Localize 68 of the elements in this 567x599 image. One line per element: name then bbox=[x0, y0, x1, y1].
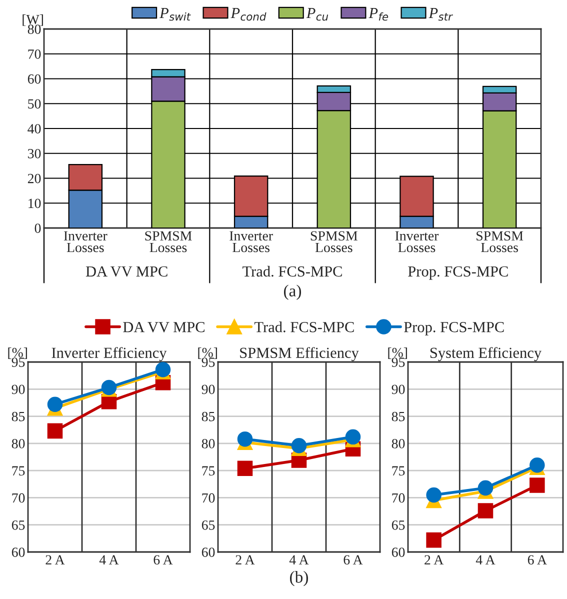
y-tick-label: 90 bbox=[392, 384, 405, 394]
x-tick-label: 4 A bbox=[476, 555, 496, 564]
y-tick-label: 70 bbox=[12, 493, 25, 503]
y-tick-label: 60 bbox=[28, 74, 41, 84]
y-tick-label: 85 bbox=[392, 412, 405, 422]
x-tick-label: SPMSM Losses bbox=[476, 231, 524, 252]
chart-title: System Efficiency bbox=[430, 347, 542, 362]
y-axis-title: [%] bbox=[388, 348, 407, 359]
x-tick-label: 4 A bbox=[289, 555, 309, 564]
y-axis-title: [%] bbox=[198, 348, 217, 359]
x-tick-label: SPMSM Losses bbox=[310, 231, 358, 252]
y-tick-label: 80 bbox=[12, 439, 25, 448]
x-tick-label: Inverter Losses bbox=[64, 231, 108, 252]
x-tick-label: Inverter Losses bbox=[395, 231, 439, 252]
y-tick-label: 80 bbox=[28, 24, 41, 34]
y-tick-label: 95 bbox=[12, 358, 25, 367]
y-tick-label: 70 bbox=[392, 493, 405, 503]
y-tick-label: 95 bbox=[392, 358, 405, 367]
y-tick-label: 75 bbox=[392, 466, 405, 476]
y-tick-label: 10 bbox=[28, 198, 41, 208]
y-tick-label: 0 bbox=[34, 224, 41, 233]
y-tick-label: 60 bbox=[12, 548, 25, 557]
y-tick-label: 80 bbox=[202, 439, 215, 448]
y-tick-label: 90 bbox=[202, 384, 215, 394]
y-tick-label: 40 bbox=[28, 124, 41, 134]
x-tick-label: 4 A bbox=[99, 555, 119, 564]
y-tick-label: 65 bbox=[202, 520, 215, 530]
x-tick-label: 6 A bbox=[528, 555, 547, 565]
y-tick-label: 85 bbox=[12, 412, 25, 422]
legend-label: Prop. FCS-MPC bbox=[404, 322, 504, 336]
x-tick-label: Inverter Losses bbox=[230, 231, 273, 252]
y-tick-label: 50 bbox=[28, 99, 41, 109]
y-tick-label: 95 bbox=[202, 358, 215, 367]
y-tick-label: 85 bbox=[202, 412, 215, 422]
x-tick-label: 6 A bbox=[344, 555, 363, 565]
x-tick-label: 2 A bbox=[46, 555, 65, 564]
y-tick-label: 75 bbox=[12, 466, 25, 476]
x-tick-label: 2 A bbox=[236, 555, 255, 564]
x-tick-label: 6 A bbox=[154, 555, 173, 565]
y-tick-label: 90 bbox=[12, 384, 25, 394]
text: DA VV MPC bbox=[86, 266, 168, 277]
y-tick-label: 30 bbox=[28, 148, 41, 158]
x-tick-label: 2 A bbox=[424, 555, 444, 564]
legend-label: P$_{cu}$ bbox=[306, 8, 328, 21]
y-tick-label: 70 bbox=[28, 49, 41, 59]
y-tick-label: 80 bbox=[392, 439, 405, 448]
text: (a) bbox=[284, 284, 302, 300]
chart-title: Inverter Efficiency bbox=[52, 347, 167, 362]
legend-label: P$_{fe}$ bbox=[368, 8, 388, 21]
x-tick-label: SPMSM Losses bbox=[145, 231, 192, 252]
y-tick-label: 20 bbox=[28, 174, 41, 184]
chart-title: SPMSM Efficiency bbox=[240, 347, 359, 362]
y-axis-title: [%] bbox=[8, 348, 27, 359]
text: (b) bbox=[290, 571, 308, 586]
y-tick-label: 75 bbox=[202, 466, 215, 476]
text: Prop. FCS-MPC bbox=[408, 266, 508, 280]
y-tick-label: 65 bbox=[392, 520, 405, 530]
y-tick-label: 65 bbox=[12, 520, 25, 530]
legend-label: P$_{cond}$ bbox=[230, 8, 266, 21]
y-tick-label: 70 bbox=[202, 493, 215, 503]
legend-label: Trad. FCS-MPC bbox=[254, 322, 354, 332]
text: Trad. FCS-MPC bbox=[242, 266, 342, 277]
y-tick-label: 60 bbox=[202, 548, 215, 557]
legend-label: P$_{str}$ bbox=[428, 8, 453, 21]
legend-label: P$_{swit}$ bbox=[160, 8, 191, 21]
y-axis-title: [W] bbox=[22, 14, 43, 26]
legend-label: DA VV MPC bbox=[123, 322, 204, 332]
y-tick-label: 60 bbox=[392, 548, 405, 557]
